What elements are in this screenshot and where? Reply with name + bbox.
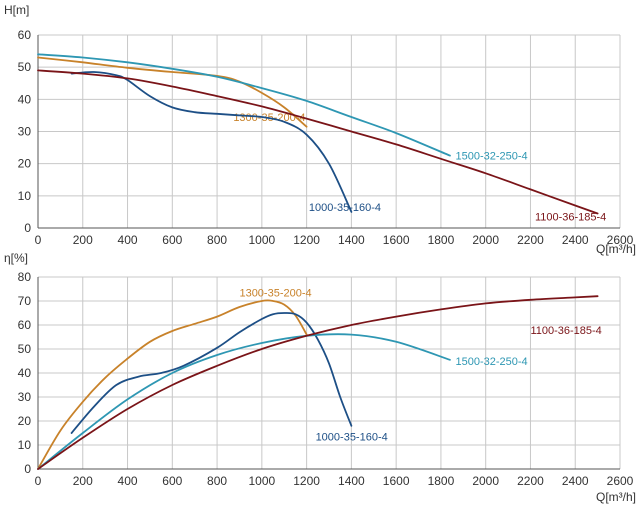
efficiency-curve-1500-32-250-4 <box>37 333 451 470</box>
head-x-tick-label: 1400 <box>338 233 365 247</box>
efficiency-x-tick-label: 600 <box>162 474 182 488</box>
efficiency-y-tick-label: 40 <box>18 366 32 380</box>
efficiency-series-label-1300-35-200-4: 1300-35-200-4 <box>239 288 311 300</box>
head-y-axis-title: H[m] <box>4 3 29 17</box>
head-y-tick-label: 20 <box>18 157 32 171</box>
efficiency-x-tick-label: 2600 <box>607 474 634 488</box>
efficiency-x-tick-label: 200 <box>73 474 93 488</box>
head-curve-1500-32-250-4 <box>37 53 451 157</box>
efficiency-y-tick-label: 60 <box>18 318 32 332</box>
head-x-tick-label: 2000 <box>472 233 499 247</box>
head-x-tick-label: 2400 <box>562 233 589 247</box>
head-y-tick-label: 30 <box>18 125 32 139</box>
head-x-tick-label: 2200 <box>517 233 544 247</box>
head-x-tick-label: 200 <box>73 233 93 247</box>
head-chart: 0 200 400 600 800 1000 1200 1400 1600 1800 2000 220… <box>4 3 636 256</box>
head-curve-1100-36-185-4 <box>37 69 599 215</box>
efficiency-y-tick-label: 10 <box>18 438 32 452</box>
head-x-tick-label: 1800 <box>428 233 455 247</box>
head-x-tick-label: 1200 <box>293 233 320 247</box>
efficiency-y-tick-label: 30 <box>18 390 32 404</box>
efficiency-x-tick-label: 2000 <box>472 474 499 488</box>
head-y-tick-label: 0 <box>24 221 31 235</box>
efficiency-chart: 0 200 400 600 800 1000 1200 1400 1600 1800 2000 220… <box>4 251 636 504</box>
efficiency-y-tick-label: 70 <box>18 294 32 308</box>
efficiency-series-label-1000-35-160-4: 1000-35-160-4 <box>316 432 388 444</box>
efficiency-x-tick-label: 2200 <box>517 474 544 488</box>
efficiency-curve-1300-35-200-4 <box>37 299 308 470</box>
efficiency-x-tick-label: 800 <box>207 474 227 488</box>
efficiency-x-tick-label: 1000 <box>248 474 275 488</box>
efficiency-y-tick-label: 80 <box>18 270 32 284</box>
head-x-tick-label: 2600 <box>607 233 634 247</box>
head-x-tick-label: 800 <box>207 233 227 247</box>
head-y-tick-label: 10 <box>18 189 32 203</box>
efficiency-y-tick-label: 20 <box>18 414 32 428</box>
head-x-tick-label: 1000 <box>248 233 275 247</box>
head-y-tick-label: 50 <box>18 60 32 74</box>
efficiency-y-tick-label: 0 <box>24 462 31 476</box>
head-series-label-1100-36-185-4: 1100-36-185-4 <box>535 212 606 224</box>
efficiency-x-tick-label: 400 <box>118 474 138 488</box>
efficiency-x-tick-label: 1600 <box>383 474 410 488</box>
head-curve-1000-35-160-4 <box>70 71 353 213</box>
efficiency-curve-1100-36-185-4 <box>37 295 599 470</box>
efficiency-x-tick-label: 1800 <box>428 474 455 488</box>
head-series-label-1000-35-160-4: 1000-35-160-4 <box>309 202 381 214</box>
head-series-label-1500-32-250-4: 1500-32-250-4 <box>455 151 527 163</box>
efficiency-curve-1000-35-160-4 <box>70 312 353 434</box>
efficiency-x-tick-label: 2400 <box>562 474 589 488</box>
efficiency-y-axis-title: η[%] <box>4 251 28 265</box>
efficiency-x-tick-label: 1200 <box>293 474 320 488</box>
head-x-tick-label: 600 <box>162 233 182 247</box>
efficiency-series-label-1500-32-250-4: 1500-32-250-4 <box>455 356 527 368</box>
head-x-axis-title: Q[m³/h] <box>596 242 636 256</box>
efficiency-series-label-1100-36-185-4: 1100-36-185-4 <box>530 325 601 337</box>
head-y-tick-label: 40 <box>18 92 32 106</box>
head-y-tick-label: 60 <box>18 28 32 42</box>
efficiency-x-tick-label: 1400 <box>338 474 365 488</box>
head-x-tick-label: 0 <box>35 233 42 247</box>
head-x-tick-label: 400 <box>118 233 138 247</box>
head-x-tick-label: 1600 <box>383 233 410 247</box>
efficiency-y-tick-label: 50 <box>18 342 32 356</box>
efficiency-x-tick-label: 0 <box>35 474 42 488</box>
efficiency-x-axis-title: Q[m³/h] <box>596 490 636 504</box>
